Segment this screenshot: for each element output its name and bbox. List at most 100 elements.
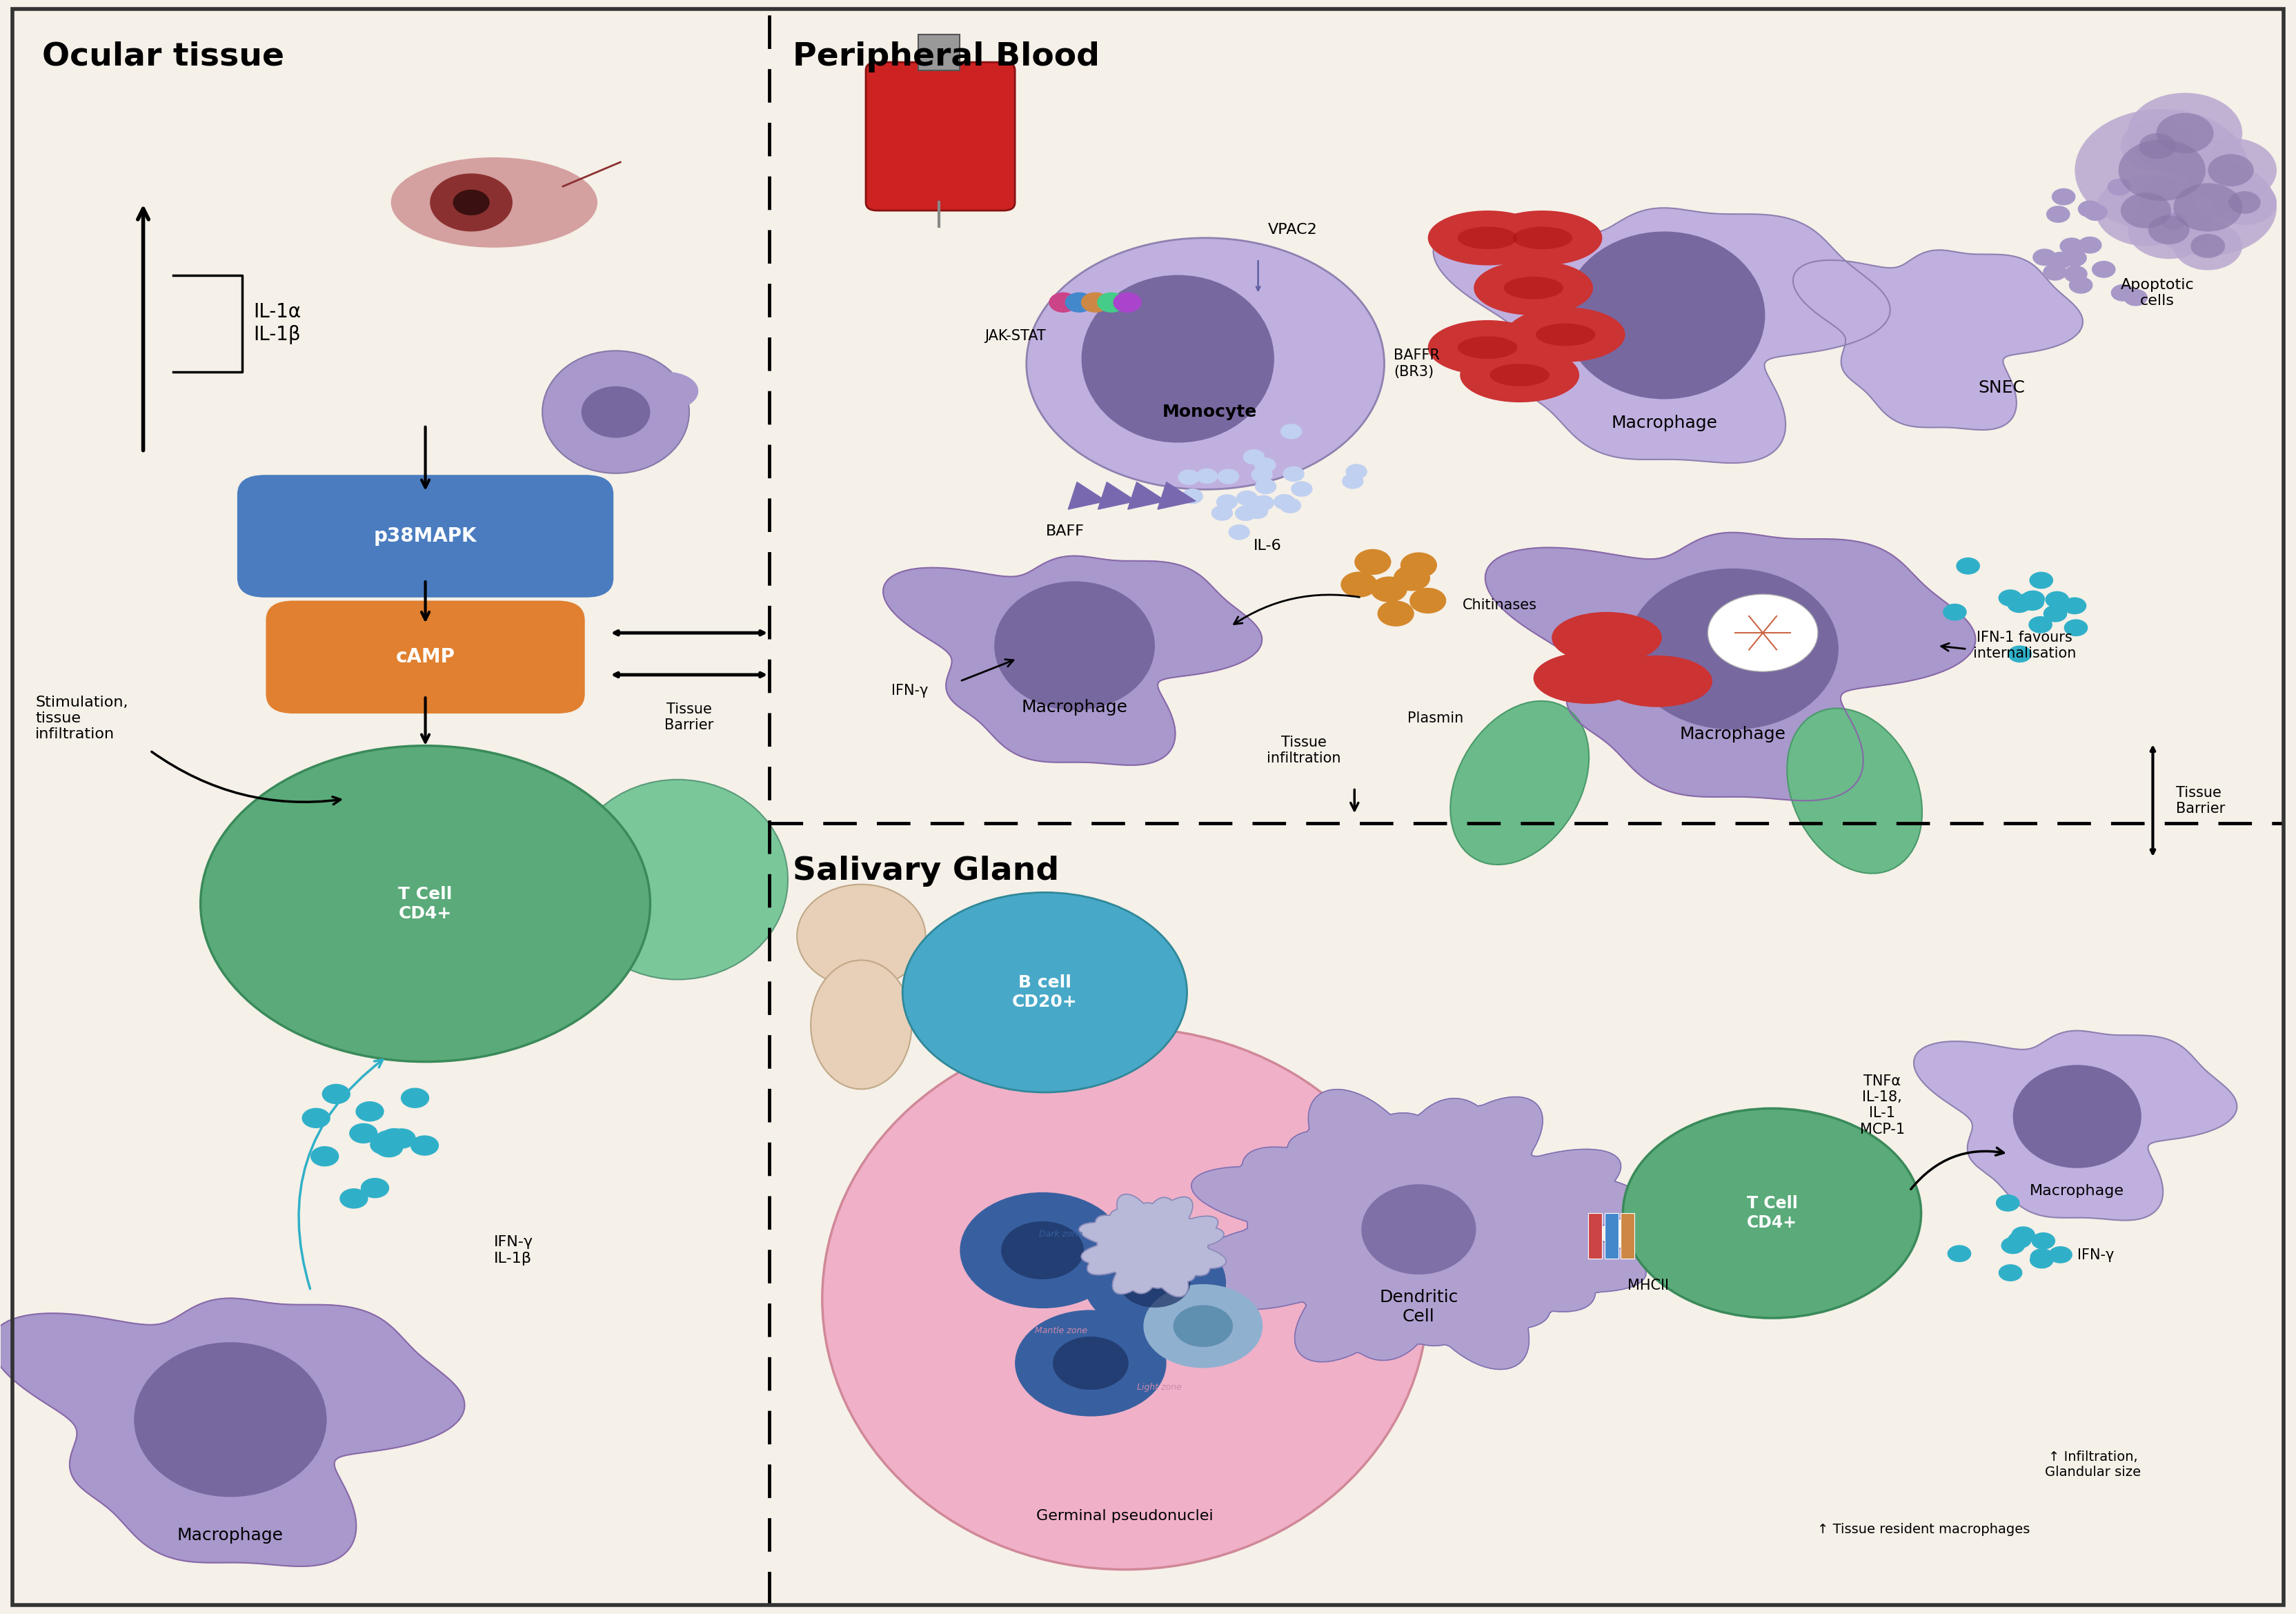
Ellipse shape bbox=[1490, 363, 1550, 386]
Text: IFN-1 favours
internalisation: IFN-1 favours internalisation bbox=[1972, 631, 2076, 660]
Circle shape bbox=[2229, 190, 2262, 213]
Text: Tissue
infiltration: Tissue infiltration bbox=[1267, 736, 1341, 765]
Text: Macrophage: Macrophage bbox=[1681, 726, 1786, 742]
Circle shape bbox=[1244, 450, 1265, 465]
Circle shape bbox=[1274, 494, 1295, 508]
Circle shape bbox=[310, 1146, 338, 1165]
Circle shape bbox=[2043, 605, 2066, 621]
Text: IL-1α
IL-1β: IL-1α IL-1β bbox=[253, 302, 301, 344]
Circle shape bbox=[1219, 470, 1240, 484]
Ellipse shape bbox=[1474, 260, 1593, 315]
Circle shape bbox=[1956, 558, 1979, 575]
Circle shape bbox=[2108, 179, 2131, 195]
Circle shape bbox=[360, 1178, 388, 1198]
Circle shape bbox=[2016, 594, 2039, 610]
Circle shape bbox=[1238, 491, 1258, 505]
Circle shape bbox=[2002, 1238, 2025, 1254]
Circle shape bbox=[1401, 552, 1437, 578]
Text: IL-6: IL-6 bbox=[1254, 539, 1281, 552]
Text: Macrophage: Macrophage bbox=[177, 1527, 282, 1545]
Polygon shape bbox=[1192, 1089, 1646, 1369]
Circle shape bbox=[2209, 153, 2255, 186]
Ellipse shape bbox=[1451, 700, 1589, 865]
Circle shape bbox=[2190, 234, 2225, 258]
Circle shape bbox=[1235, 507, 1256, 521]
Polygon shape bbox=[0, 1298, 464, 1566]
Circle shape bbox=[402, 1088, 429, 1107]
Circle shape bbox=[2064, 250, 2087, 266]
Text: T Cell
CD4+: T Cell CD4+ bbox=[397, 886, 452, 922]
Circle shape bbox=[1120, 1257, 1189, 1307]
Circle shape bbox=[374, 1130, 402, 1149]
Circle shape bbox=[1254, 495, 1274, 510]
Circle shape bbox=[2000, 591, 2023, 605]
Circle shape bbox=[1178, 470, 1199, 484]
Circle shape bbox=[2085, 205, 2108, 221]
Circle shape bbox=[2009, 646, 2032, 662]
Circle shape bbox=[381, 1128, 409, 1148]
Bar bbox=[1621, 1214, 1635, 1259]
Bar bbox=[1589, 1214, 1603, 1259]
Circle shape bbox=[2053, 189, 2076, 205]
Ellipse shape bbox=[994, 581, 1155, 710]
Ellipse shape bbox=[1026, 237, 1384, 489]
Text: Stimulation,
tissue
infiltration: Stimulation, tissue infiltration bbox=[34, 696, 129, 741]
Circle shape bbox=[1173, 1306, 1233, 1348]
Text: BAFFR
(BR3): BAFFR (BR3) bbox=[1394, 349, 1440, 379]
Ellipse shape bbox=[1428, 320, 1548, 374]
Text: VPAC2: VPAC2 bbox=[1267, 223, 1318, 237]
Circle shape bbox=[2092, 261, 2115, 278]
Circle shape bbox=[1942, 604, 1965, 620]
Text: cAMP: cAMP bbox=[395, 647, 455, 667]
FancyBboxPatch shape bbox=[266, 600, 585, 713]
Circle shape bbox=[1371, 576, 1407, 602]
Circle shape bbox=[2096, 174, 2197, 245]
Circle shape bbox=[2046, 207, 2069, 223]
Circle shape bbox=[2046, 592, 2069, 608]
Circle shape bbox=[1217, 495, 1238, 510]
Text: Macrophage: Macrophage bbox=[1022, 699, 1127, 715]
Ellipse shape bbox=[542, 350, 689, 473]
Circle shape bbox=[2149, 215, 2190, 244]
Circle shape bbox=[1114, 292, 1141, 312]
Circle shape bbox=[1212, 505, 1233, 520]
Circle shape bbox=[1394, 565, 1430, 591]
Circle shape bbox=[356, 1102, 383, 1122]
Circle shape bbox=[1196, 468, 1217, 483]
Circle shape bbox=[340, 1190, 367, 1209]
Circle shape bbox=[2112, 284, 2135, 300]
Circle shape bbox=[349, 1123, 377, 1143]
Ellipse shape bbox=[1458, 336, 1518, 358]
Circle shape bbox=[2032, 1233, 2055, 1249]
Text: BAFF: BAFF bbox=[1047, 525, 1084, 537]
Ellipse shape bbox=[1786, 709, 1922, 873]
Circle shape bbox=[2174, 221, 2243, 270]
Ellipse shape bbox=[1506, 307, 1626, 362]
Polygon shape bbox=[1915, 1031, 2236, 1220]
Ellipse shape bbox=[1513, 226, 1573, 249]
Ellipse shape bbox=[390, 157, 597, 247]
Bar bbox=[918, 36, 960, 71]
Ellipse shape bbox=[797, 884, 925, 988]
Circle shape bbox=[1228, 525, 1249, 539]
Circle shape bbox=[2156, 113, 2213, 153]
Text: B cell
CD20+: B cell CD20+ bbox=[1013, 975, 1077, 1010]
Circle shape bbox=[1283, 466, 1304, 481]
Text: Light zone: Light zone bbox=[1137, 1383, 1182, 1391]
Circle shape bbox=[2030, 573, 2053, 589]
Text: Ocular tissue: Ocular tissue bbox=[41, 42, 285, 73]
Circle shape bbox=[1182, 489, 1203, 504]
Circle shape bbox=[388, 1128, 416, 1148]
FancyBboxPatch shape bbox=[236, 475, 613, 597]
Circle shape bbox=[2030, 617, 2053, 633]
Circle shape bbox=[2140, 132, 2177, 158]
Circle shape bbox=[1097, 292, 1125, 312]
Bar bbox=[1605, 1214, 1619, 1259]
Ellipse shape bbox=[1628, 568, 1839, 730]
Circle shape bbox=[2007, 596, 2030, 612]
Circle shape bbox=[2020, 594, 2043, 610]
Ellipse shape bbox=[1564, 231, 1766, 399]
Text: ↑ Tissue resident macrophages: ↑ Tissue resident macrophages bbox=[1816, 1522, 2030, 1537]
Ellipse shape bbox=[1534, 652, 1644, 704]
Circle shape bbox=[1378, 600, 1414, 626]
